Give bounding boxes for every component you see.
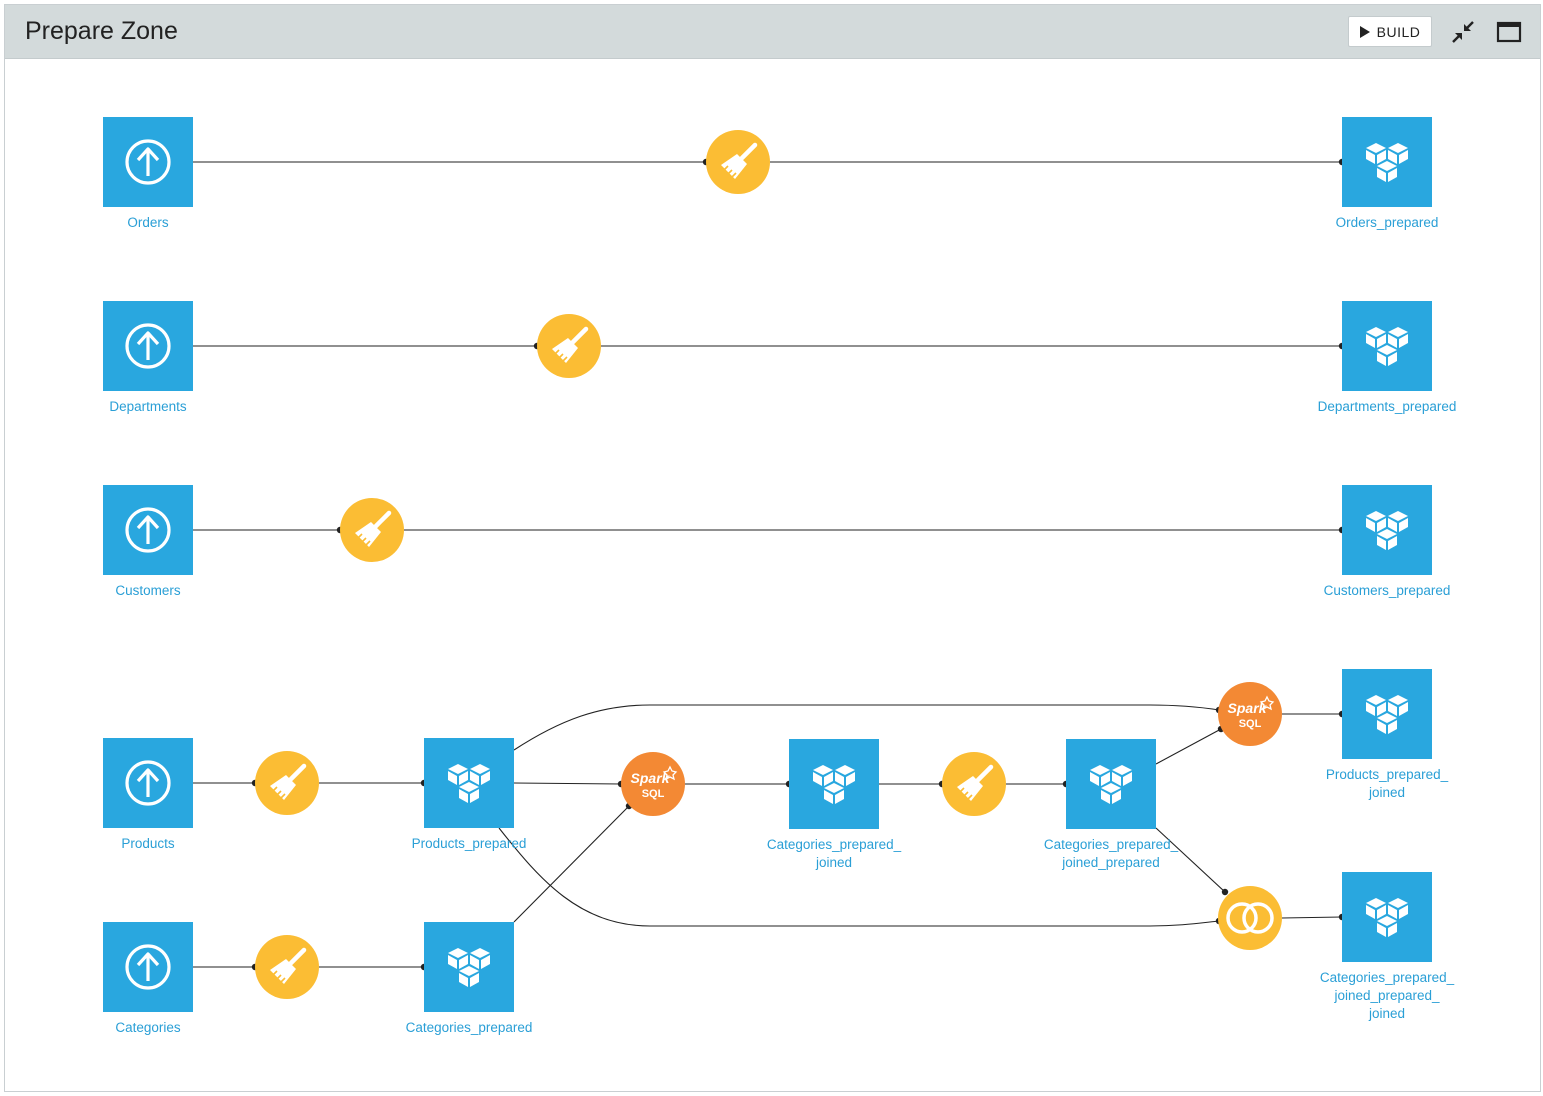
flow-node-orders_prepared[interactable]: Orders_prepared [1336,117,1439,230]
node-label[interactable]: Categories [115,1020,181,1035]
edge-products_prepared-spark1 [513,782,622,785]
svg-text:Spark: Spark [631,770,671,786]
flow-node-products_joined[interactable]: Products_prepared_joined [1326,669,1449,800]
flow-node-orders[interactable]: Orders [103,117,193,230]
edge-cat_joined_prepared-join1 [1155,827,1226,893]
upload-icon [125,944,171,990]
node-label[interactable]: Customers_prepared [1324,583,1451,598]
broom-icon [721,142,758,179]
node-label[interactable]: Categories_prepared_ [767,837,902,852]
node-label[interactable]: joined_prepared_ [1333,988,1440,1003]
build-button-label: BUILD [1376,23,1421,40]
node-label[interactable]: joined_prepared [1061,855,1160,870]
upload-icon [125,323,171,369]
dataset-cubes-icon [1366,143,1408,182]
play-icon [1359,25,1370,38]
svg-text:Spark: Spark [1228,700,1268,716]
flow-node-spark1[interactable]: Spark SQL [621,752,685,816]
dataset-cubes-icon [1366,511,1408,550]
dataset-cubes-icon [1090,765,1132,804]
flow-node-categories[interactable]: Categories [103,922,193,1035]
node-label[interactable]: Products_prepared_ [1326,767,1449,782]
dataset-cubes-icon [1366,327,1408,366]
flow-node-products_prepared[interactable]: Products_prepared [412,738,527,851]
flow-node-customers_prepared[interactable]: Customers_prepared [1324,485,1451,598]
upload-icon [125,760,171,806]
node-label[interactable]: Customers [115,583,181,598]
flow-node-cat_joined_prepared[interactable]: Categories_prepared_ joined_prepared [1044,739,1179,870]
recipe-circle[interactable] [1218,886,1282,950]
flow-node-prep1[interactable] [706,130,770,194]
edges-layer [193,158,1346,971]
broom-icon [355,510,392,547]
spark-sql-icon: Spark SQL [631,765,678,800]
edge-join1-cat_jpj [1281,916,1343,919]
flow-node-departments[interactable]: Departments [103,301,193,414]
flow-node-prep2[interactable] [537,314,601,378]
flow-node-prep4[interactable] [255,751,319,815]
edge-categories_prepared-spark1 [513,805,630,923]
node-label[interactable]: Categories_prepared_ [1320,970,1455,985]
svg-text:SQL: SQL [1239,718,1262,730]
edge-cat_joined_prepared-spark2 [1155,728,1222,765]
broom-icon [270,947,307,984]
flow-node-cat_joined[interactable]: Categories_prepared_joined [767,739,902,870]
maximize-icon[interactable] [1496,19,1522,45]
node-label[interactable]: Categories_prepared_ [1044,837,1179,852]
flow-node-cat_jpj[interactable]: Categories_prepared_ joined_prepared_join… [1320,872,1455,1021]
dataset-cubes-icon [448,764,490,803]
node-label[interactable]: Orders [127,215,169,230]
node-label[interactable]: joined [1368,785,1405,800]
collapse-icon[interactable] [1450,19,1476,45]
edge-endpoint [1221,888,1229,896]
upload-icon [125,507,171,553]
flow-node-products[interactable]: Products [103,738,193,851]
flow-node-prep5[interactable] [942,752,1006,816]
flow-node-prep3[interactable] [340,498,404,562]
flow-node-spark2[interactable]: Spark SQL [1218,682,1282,746]
dataset-cubes-icon [813,765,855,804]
dataset-cubes-icon [448,948,490,987]
dataset-cubes-icon [1366,695,1408,734]
flow-node-prep6[interactable] [255,935,319,999]
zone-title: Prepare Zone [25,17,178,45]
broom-icon [270,763,307,800]
node-label[interactable]: Departments [109,399,187,414]
broom-icon [957,764,994,801]
dataset-cubes-icon [1366,898,1408,937]
svg-text:SQL: SQL [642,788,665,800]
flow-zone-panel: Prepare Zone BUILD [4,4,1541,1092]
flow-node-categories_prepared[interactable]: Categories_prepared [406,922,533,1035]
node-label[interactable]: Products_prepared [412,836,527,851]
broom-icon [552,326,589,363]
join-icon [1226,902,1274,934]
upload-icon [125,139,171,185]
nodes-layer: Orders Orders_prepared Departments Departme… [103,117,1456,1035]
node-label[interactable]: Orders_prepared [1336,215,1439,230]
flow-node-join1[interactable] [1218,886,1282,950]
node-label[interactable]: Departments_prepared [1318,399,1457,414]
node-label[interactable]: joined [1368,1006,1405,1021]
node-label[interactable]: joined [815,855,852,870]
zone-header: Prepare Zone BUILD [5,5,1540,59]
flow-node-customers[interactable]: Customers [103,485,193,598]
node-label[interactable]: Products [121,836,175,851]
node-label[interactable]: Categories_prepared [406,1020,533,1035]
build-button[interactable]: BUILD [1348,16,1432,47]
spark-sql-icon: Spark SQL [1228,695,1275,730]
edge-products_prepared-join1 [498,827,1220,927]
edge-products_prepared-spark2 [513,704,1220,751]
flow-node-departments_prepared[interactable]: Departments_prepared [1318,301,1457,414]
